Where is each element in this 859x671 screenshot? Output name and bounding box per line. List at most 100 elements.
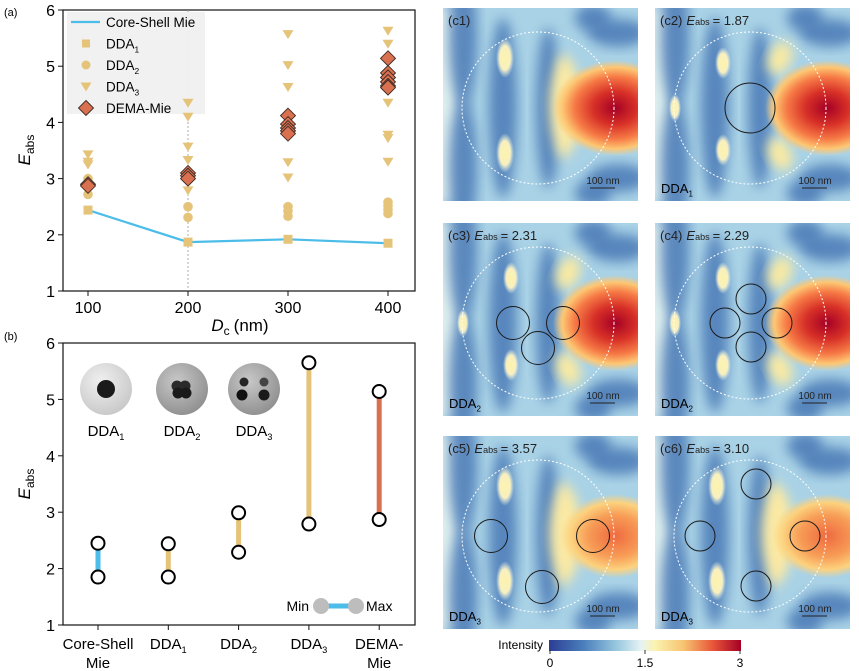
method-label-sub: 2 xyxy=(476,405,481,414)
x-tick-label-sub: 3 xyxy=(322,645,327,655)
legend-label-main: DDA xyxy=(106,80,135,95)
eabs-symbol: E xyxy=(686,13,695,28)
field-high-region xyxy=(765,60,850,156)
x-tick-label: 400 xyxy=(375,300,402,317)
field-mid-region xyxy=(708,561,726,601)
field-low-region xyxy=(748,28,772,188)
y-tick-label: 3 xyxy=(46,172,55,189)
field-mid-region xyxy=(496,38,514,78)
panel-title: (c5) Eabs = 3.57 xyxy=(448,441,537,456)
x-tick-label: DDA2 xyxy=(220,636,257,655)
core-outline xyxy=(474,519,508,553)
eabs-value: = 3.10 xyxy=(713,441,750,456)
dda3-point xyxy=(282,173,294,183)
y-tick-label: 6 xyxy=(46,3,55,20)
y-tick-label: 5 xyxy=(46,392,55,409)
field-mid-region xyxy=(767,352,793,386)
field-low-region xyxy=(489,233,517,413)
scale-bar: 100 nm xyxy=(798,391,832,404)
dda3-point xyxy=(382,26,394,36)
inset-label-main: DDA xyxy=(236,423,268,440)
legend-label-sub: 3 xyxy=(135,87,140,97)
legend-label: DDA3 xyxy=(106,80,140,98)
field-mid-region xyxy=(669,94,681,122)
field-mid-region xyxy=(555,352,581,386)
field-low-region xyxy=(787,607,823,629)
field-low-region xyxy=(787,436,823,460)
legend-diamond-swatch xyxy=(77,99,95,117)
dda3-point xyxy=(382,134,394,144)
core-outline xyxy=(740,468,772,500)
legend-max-label: Max xyxy=(366,598,392,614)
min-point xyxy=(160,569,176,585)
dda3-point xyxy=(282,158,294,168)
max-point xyxy=(160,536,176,552)
legend-max-dot xyxy=(348,598,364,614)
panel-tag: (c4) xyxy=(660,228,682,243)
scale-bar: 100 nm xyxy=(586,176,620,189)
inset-label: DDA1 xyxy=(88,423,125,442)
core-icon xyxy=(236,389,248,401)
method-label: DDA3 xyxy=(661,609,693,627)
field-low-region xyxy=(661,98,689,201)
dda3-point xyxy=(282,82,294,92)
panel-title: (c4) Eabs = 2.29 xyxy=(660,228,749,243)
scale-bar-label: 100 nm xyxy=(798,176,831,187)
inset-label-sub: 1 xyxy=(119,432,124,442)
field-mid-region xyxy=(503,349,519,381)
sphere-icon xyxy=(228,363,280,415)
core-outline xyxy=(735,283,767,315)
core-outline xyxy=(740,570,772,602)
core-outline xyxy=(546,306,580,340)
method-label-sub: 1 xyxy=(688,190,693,199)
scale-bar-label: 100 nm xyxy=(586,391,619,402)
legend-label-sub: 2 xyxy=(135,66,140,76)
field-high-region xyxy=(553,275,638,371)
shell-boundary xyxy=(461,31,615,185)
legend-triangle-swatch xyxy=(80,82,92,92)
core-outline xyxy=(684,520,716,552)
shell-boundary xyxy=(673,246,827,400)
shell-boundary xyxy=(461,459,615,613)
panel-tag: (c1) xyxy=(448,13,470,28)
inset-label: DDA2 xyxy=(164,423,201,442)
field-low-region xyxy=(661,8,689,108)
field-high-region xyxy=(560,494,638,578)
method-label: DDA3 xyxy=(449,609,481,627)
dda1-point xyxy=(283,234,293,244)
legend-square-swatch xyxy=(82,39,90,48)
method-label-sub: 3 xyxy=(688,618,693,627)
x-tick-label: 100 xyxy=(75,300,102,317)
x-tick-label-main: DDA xyxy=(290,636,322,653)
scale-bar-label: 100 nm xyxy=(798,604,831,615)
x-tick-label: Core-Shell xyxy=(63,636,134,653)
field-low-region xyxy=(748,243,772,403)
colorbar-gradient xyxy=(549,640,741,651)
colorbar-label: Intensity xyxy=(498,638,543,652)
core-outline xyxy=(789,520,821,552)
legend-min-label: Min xyxy=(286,598,309,614)
inset-label-sub: 3 xyxy=(267,432,272,442)
core-shell-mie-line xyxy=(87,209,389,245)
min-point xyxy=(90,569,106,585)
dda3-point xyxy=(282,61,294,71)
field-mid-region xyxy=(767,41,793,75)
dda3-point xyxy=(82,150,94,160)
method-label-sub: 2 xyxy=(688,405,693,414)
dema-mie-point xyxy=(279,125,297,142)
legend-label-main: Core-Shell Mie xyxy=(106,15,195,30)
core-outline xyxy=(761,307,793,339)
colorbar-tick-label: 0 xyxy=(547,656,554,670)
panel-tag: (c2) xyxy=(660,13,682,28)
dda3-point xyxy=(382,157,394,167)
scale-bar-label: 100 nm xyxy=(798,391,831,402)
field-low-region xyxy=(787,8,823,32)
core-outline xyxy=(735,331,767,363)
dda3-point xyxy=(182,186,194,196)
max-point xyxy=(90,535,106,551)
dda3-point xyxy=(282,30,294,40)
eabs-symbol: E xyxy=(686,441,695,456)
dda3-point xyxy=(182,98,194,108)
heatmap-field xyxy=(443,8,638,201)
eabs-value: = 2.29 xyxy=(713,228,750,243)
